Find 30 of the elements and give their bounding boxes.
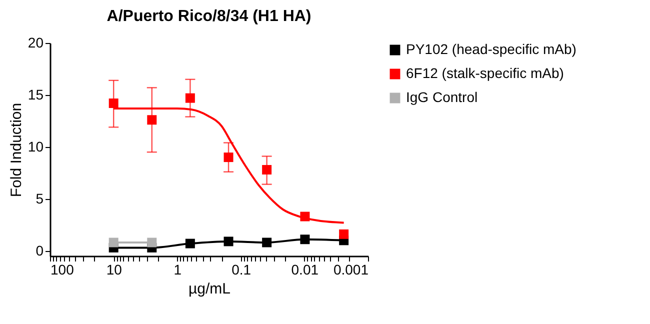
legend-label: IgG Control [406, 89, 478, 105]
y-tick-label: 15 [28, 86, 44, 102]
x-tick-label: 0.001 [333, 262, 369, 278]
point [300, 212, 310, 222]
point [185, 238, 195, 248]
y-tick-label: 5 [36, 190, 44, 206]
chart-title: A/Puerto Rico/8/34 (H1 HA) [106, 8, 312, 25]
x-axis-title: µg/mL [188, 280, 230, 298]
y-tick-label: 10 [28, 138, 44, 154]
point [224, 236, 234, 246]
y-tick-label: 20 [28, 34, 44, 50]
legend-label: 6F12 (stalk-specific mAb) [406, 65, 564, 81]
y-tick-label: 0 [36, 242, 44, 258]
x-tick-label: 10 [106, 262, 122, 278]
point [108, 98, 118, 108]
point [300, 234, 310, 244]
point [262, 238, 272, 248]
point [147, 238, 157, 248]
point [339, 229, 349, 239]
x-tick-label: 0.1 [232, 262, 252, 278]
legend-label: PY102 (head-specific mAb) [406, 41, 576, 57]
y-axis-title: Fold Induction [8, 102, 25, 198]
x-tick-label: 1 [174, 262, 182, 278]
point [262, 165, 272, 175]
x-tick-label: 0.01 [291, 262, 319, 278]
point [108, 238, 118, 248]
point [224, 152, 234, 162]
point [147, 115, 157, 125]
x-tick-label: 100 [50, 262, 74, 278]
point [185, 93, 195, 103]
